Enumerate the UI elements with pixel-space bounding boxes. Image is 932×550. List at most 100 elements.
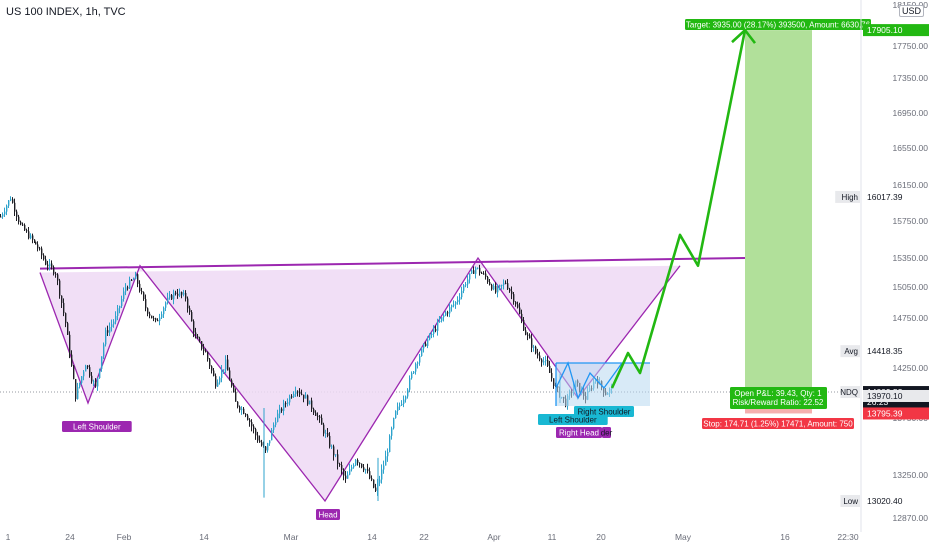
candle-body xyxy=(151,315,153,319)
candle-body xyxy=(249,419,251,423)
candle-body xyxy=(479,267,481,273)
candle-body xyxy=(157,320,159,322)
candle-body xyxy=(301,393,303,395)
candle-body xyxy=(319,416,321,418)
candle-body xyxy=(159,317,161,321)
candle-body xyxy=(123,291,125,300)
candle-body xyxy=(55,273,57,275)
price-label-avg-prefix: Avg xyxy=(844,347,858,356)
candle-body xyxy=(14,202,16,212)
candle-body xyxy=(6,205,8,212)
candle-body xyxy=(4,211,6,215)
price-tick: 15350.00 xyxy=(893,253,929,263)
label-pnl-bg xyxy=(730,387,827,409)
candle-body xyxy=(351,467,353,470)
overlay-layer: Left Shoulder Head Left Shoulder Right Head… xyxy=(62,19,871,520)
candle-body xyxy=(493,285,495,290)
time-tick: May xyxy=(675,532,692,542)
candle-body xyxy=(341,464,343,470)
candle-body xyxy=(361,463,363,468)
candle-body xyxy=(305,395,307,399)
candle-body xyxy=(197,336,199,339)
label-left-shoulder-text: Left Shoulder xyxy=(73,423,121,432)
candle-body xyxy=(503,282,505,285)
candle-body xyxy=(18,216,20,222)
candle-body xyxy=(327,433,329,436)
candle-body xyxy=(12,199,14,203)
candle-body xyxy=(471,270,473,274)
price-tick: 14250.00 xyxy=(893,363,929,373)
candle-body xyxy=(431,333,433,335)
candle-body xyxy=(547,359,549,366)
candle-body xyxy=(543,361,545,363)
candle-body xyxy=(129,279,131,289)
candle-body xyxy=(185,292,187,299)
price-label-high-prefix-bg xyxy=(835,190,860,203)
candle-body xyxy=(399,405,401,407)
candle-body xyxy=(527,334,529,336)
label-left-shoulder-bg xyxy=(62,421,132,432)
candle-body xyxy=(227,359,229,371)
candle-body xyxy=(255,429,257,436)
candle-body xyxy=(441,317,443,321)
candle-body xyxy=(411,373,413,379)
label-stop-text: Stop: 174.71 (1.25%) 17471, Amount: 750 xyxy=(703,420,853,429)
candle-body xyxy=(453,304,455,306)
price-axis: 18150.0017750.0017350.0016950.0016550.00… xyxy=(835,0,929,532)
price-label-stop: 13795.39 xyxy=(863,407,929,420)
candle-body xyxy=(63,302,65,314)
candle-body xyxy=(26,230,28,232)
candle-body xyxy=(171,295,173,300)
candle-body xyxy=(437,321,439,331)
label-right-shoulder: Right Shoulder xyxy=(574,406,634,417)
candle-body xyxy=(461,290,463,298)
candle-body xyxy=(177,293,179,296)
target-zone xyxy=(745,30,812,396)
candle-body xyxy=(43,255,45,260)
candle-body xyxy=(213,370,215,376)
candle-body xyxy=(409,378,411,390)
candle-body xyxy=(551,372,553,379)
pattern-layer xyxy=(39,30,812,503)
candle-body xyxy=(279,408,281,414)
candle-body xyxy=(495,285,497,293)
label-right-head-text: Right Head xyxy=(559,429,599,438)
candle-body xyxy=(125,287,127,292)
candle-body xyxy=(477,267,479,269)
candle-body xyxy=(179,292,181,296)
candle-body xyxy=(141,290,143,293)
label-right-shoulder-bg xyxy=(574,406,634,417)
candle-body xyxy=(349,469,351,475)
price-label-low: Low 13020.40 xyxy=(840,494,929,507)
label-small-left-shoulder-text: Left Shoulder xyxy=(549,416,597,425)
candle-body xyxy=(205,351,207,353)
currency-button[interactable]: USD xyxy=(899,5,925,17)
candle-body xyxy=(273,424,275,430)
candle-body xyxy=(257,435,259,441)
candle-body xyxy=(8,200,10,206)
candle-body xyxy=(199,338,201,342)
candle-body xyxy=(491,284,493,290)
label-left-shoulder: Left Shoulder xyxy=(62,421,132,432)
price-label-target-text: 17905.10 xyxy=(867,25,903,35)
candle-body xyxy=(131,279,133,281)
price-label-avg-text: 14418.35 xyxy=(867,346,903,356)
candle-body xyxy=(211,366,213,371)
candle-body xyxy=(109,327,111,333)
candle-body xyxy=(219,377,221,383)
candle-body xyxy=(16,211,18,217)
candle-body xyxy=(37,244,39,249)
candle-body xyxy=(391,428,393,436)
candle-body xyxy=(127,287,129,289)
candle-body xyxy=(101,356,103,369)
candle-body xyxy=(423,343,425,349)
time-tick: Mar xyxy=(284,532,299,542)
candle-body xyxy=(413,371,415,374)
candle-body xyxy=(443,315,445,318)
candle-body xyxy=(545,359,547,362)
candle-body xyxy=(401,403,403,406)
candle-body xyxy=(501,284,503,286)
candle-body xyxy=(335,454,337,456)
